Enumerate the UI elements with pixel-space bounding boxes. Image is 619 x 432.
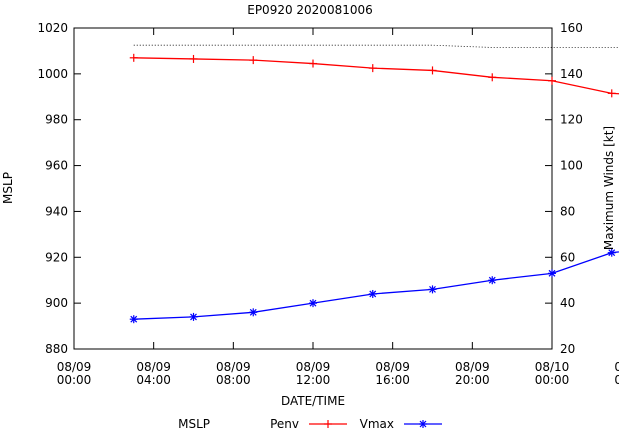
y-left-tick-label: 880 (45, 342, 68, 356)
data-point (129, 315, 138, 324)
x-tick-label-date: 08/09 (216, 360, 251, 374)
y-right-tick-label: 60 (560, 250, 575, 264)
x-axis-label: DATE/TIME (281, 394, 345, 408)
y-right-tick-label: 20 (560, 342, 575, 356)
data-point (129, 53, 138, 62)
vmax-series-line (133, 251, 619, 320)
y-axis-left-label: MSLP (1, 172, 15, 204)
axis-ticks: 08/0900:0008/0904:0008/0908:0008/0912:00… (37, 21, 619, 387)
data-point (309, 59, 317, 68)
star-marker-d2 (309, 299, 317, 307)
y-right-tick-label: 120 (560, 113, 583, 127)
x-tick-label-time: 12:00 (296, 373, 331, 387)
y-right-tick-label: 100 (560, 159, 583, 173)
y-left-tick-label: 940 (45, 204, 68, 218)
x-tick-label-time: 08:00 (216, 373, 251, 387)
y-right-tick-label: 160 (560, 21, 583, 35)
data-point (368, 64, 377, 73)
y-left-tick-label: 1000 (37, 67, 68, 81)
legend-label: MSLP (178, 417, 210, 431)
x-tick-label-time: 20:00 (455, 373, 490, 387)
y-left-tick-label: 980 (45, 113, 68, 127)
star-marker-d2 (608, 249, 616, 257)
data-point (548, 76, 556, 85)
legend-label: Vmax (360, 417, 394, 431)
star-marker-d2 (548, 269, 556, 277)
data-point (368, 289, 377, 298)
x-tick-label-time: 04:00 (136, 373, 171, 387)
x-tick-label-time: 04:00 (614, 373, 619, 387)
data-point (419, 420, 427, 428)
y-axis-right-label: Maximum Winds [kt] (602, 126, 616, 250)
x-tick-label-time: 00:00 (535, 373, 570, 387)
star-marker-d2 (369, 290, 377, 298)
x-tick-label-date: 08/09 (136, 360, 171, 374)
mslp-series-line (133, 44, 619, 48)
data-point (249, 308, 258, 317)
star-marker-d2 (130, 315, 138, 323)
data-point (428, 66, 437, 75)
x-tick-label-date: 08/09 (296, 360, 331, 374)
legend-label: Penv (270, 417, 299, 431)
y-left-tick-label: 920 (45, 250, 68, 264)
data-point (189, 312, 198, 321)
star-marker-d2 (488, 276, 496, 284)
star-marker-d2 (249, 308, 257, 316)
y-left-tick-label: 900 (45, 296, 68, 310)
data-point (607, 248, 616, 257)
legend: MSLP Penv Vmax (178, 417, 442, 431)
y-right-tick-label: 40 (560, 296, 575, 310)
data-point (607, 89, 616, 98)
x-tick-label-date: 08/10 (535, 360, 570, 374)
y-right-tick-label: 140 (560, 67, 583, 81)
penv-series-line (133, 57, 619, 95)
star-marker-d2 (429, 285, 436, 293)
series-layer (129, 44, 619, 324)
x-tick-label-time: 00:00 (57, 373, 92, 387)
y-right-tick-label: 80 (560, 204, 575, 218)
y-left-tick-label: 1020 (37, 21, 68, 35)
x-tick-label-date: 08/10 (614, 360, 619, 374)
chart-title: EP0920 2020081006 (247, 3, 373, 17)
x-tick-label-time: 16:00 (375, 373, 410, 387)
data-point (309, 299, 317, 308)
data-point (249, 56, 258, 65)
star-marker-d2 (419, 420, 427, 428)
x-tick-label-date: 08/09 (455, 360, 490, 374)
data-point (428, 285, 437, 294)
x-tick-label-date: 08/09 (375, 360, 410, 374)
data-point (189, 54, 198, 63)
data-point (324, 420, 332, 428)
y-left-tick-label: 960 (45, 159, 68, 173)
data-point (548, 269, 556, 278)
data-point (488, 276, 497, 285)
star-marker-d2 (190, 313, 197, 321)
x-tick-label-date: 08/09 (57, 360, 92, 374)
data-point (488, 73, 497, 82)
